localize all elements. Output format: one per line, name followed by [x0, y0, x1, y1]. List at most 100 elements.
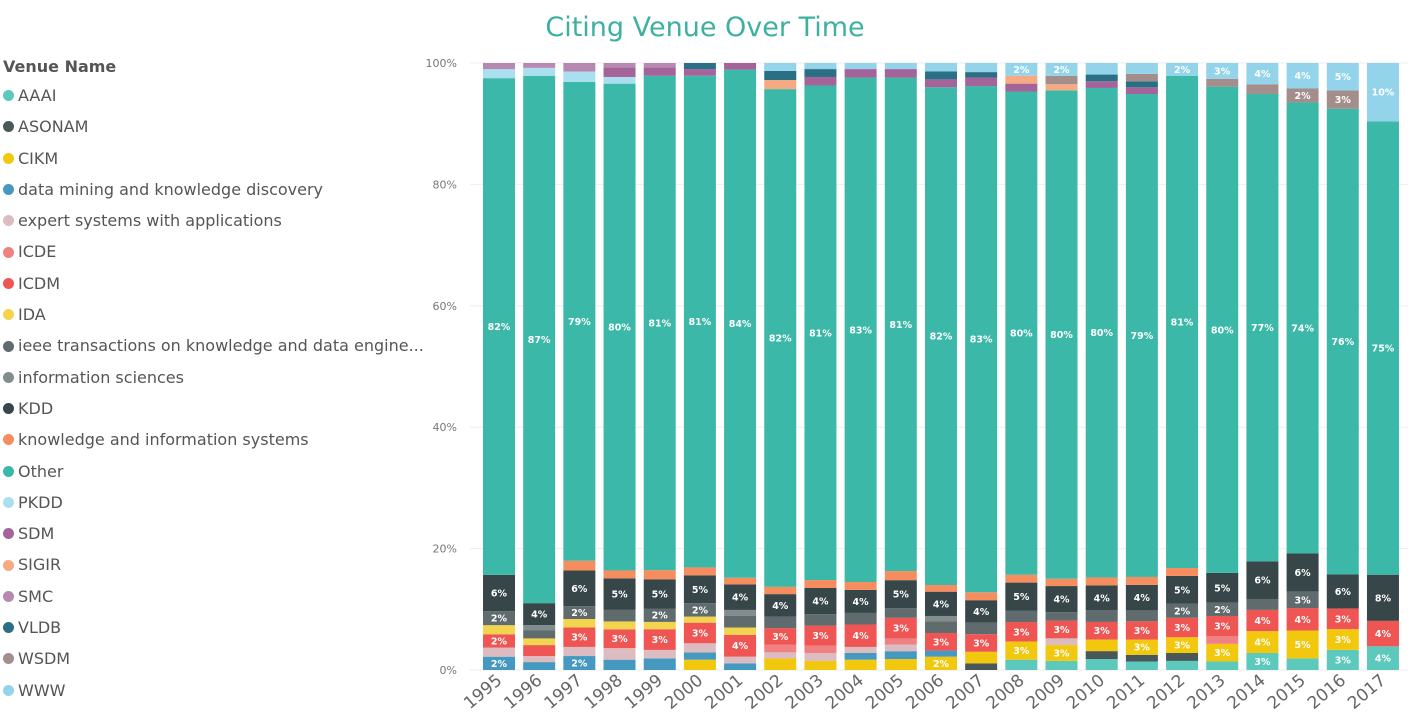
- bar-segment[interactable]: [884, 651, 917, 660]
- bar-segment[interactable]: [924, 621, 957, 633]
- bar-segment[interactable]: [1125, 94, 1158, 577]
- bar-segment[interactable]: [1246, 561, 1279, 599]
- bar-segment[interactable]: [643, 67, 676, 76]
- bar-segment[interactable]: [1125, 584, 1158, 611]
- bar-segment[interactable]: [523, 67, 556, 76]
- bar-segment[interactable]: [523, 638, 556, 646]
- bar-segment[interactable]: [1085, 74, 1118, 82]
- bar-segment[interactable]: [1166, 575, 1199, 604]
- bar-segment[interactable]: [1045, 612, 1078, 621]
- bar-segment[interactable]: [844, 612, 877, 625]
- bar-segment[interactable]: [1085, 577, 1118, 586]
- bar-segment[interactable]: [523, 75, 556, 604]
- bar-segment[interactable]: [603, 648, 636, 660]
- bar-segment[interactable]: [764, 652, 797, 659]
- bar-stack-2015[interactable]: [1286, 63, 1319, 670]
- bar-stack-1995[interactable]: [483, 63, 515, 670]
- legend-item[interactable]: WSDM: [3, 643, 423, 674]
- bar-segment[interactable]: [563, 656, 596, 670]
- bar-segment[interactable]: [523, 645, 556, 657]
- bar-segment[interactable]: [884, 77, 917, 572]
- bar-segment[interactable]: [1085, 81, 1118, 88]
- bar-segment[interactable]: [884, 638, 917, 645]
- bar-segment[interactable]: [1045, 586, 1078, 613]
- bar-segment[interactable]: [804, 587, 837, 615]
- bar-segment[interactable]: [603, 63, 636, 68]
- bar-segment[interactable]: [483, 574, 515, 612]
- bar-segment[interactable]: [683, 75, 716, 568]
- bar-segment[interactable]: [483, 63, 515, 70]
- bar-segment[interactable]: [924, 591, 957, 616]
- bar-segment[interactable]: [764, 89, 797, 587]
- bar-segment[interactable]: [683, 63, 716, 70]
- legend-item[interactable]: AAAI: [3, 80, 423, 111]
- bar-segment[interactable]: [1045, 75, 1078, 85]
- bar-segment[interactable]: [804, 652, 837, 661]
- bar-segment[interactable]: [1085, 621, 1118, 640]
- bar-segment[interactable]: [563, 646, 596, 657]
- bar-segment[interactable]: [563, 627, 596, 647]
- bar-segment[interactable]: [563, 560, 596, 571]
- bar-segment[interactable]: [844, 624, 877, 647]
- bar-segment[interactable]: [603, 570, 636, 579]
- bar-segment[interactable]: [1366, 121, 1399, 575]
- bar-stack-2007[interactable]: [965, 63, 998, 670]
- bar-segment[interactable]: [1045, 578, 1078, 587]
- bar-stack-2011[interactable]: [1125, 63, 1158, 670]
- bar-segment[interactable]: [1085, 87, 1118, 578]
- bar-stack-2017[interactable]: [1366, 63, 1399, 670]
- bar-segment[interactable]: [1166, 617, 1199, 638]
- bar-segment[interactable]: [1125, 621, 1158, 640]
- bar-segment[interactable]: [1206, 572, 1239, 603]
- bar-segment[interactable]: [603, 83, 636, 571]
- bar-segment[interactable]: [965, 663, 998, 670]
- bar-segment[interactable]: [1166, 653, 1199, 661]
- bar-segment[interactable]: [844, 69, 877, 78]
- bar-segment[interactable]: [1125, 73, 1158, 82]
- bar-segment[interactable]: [523, 625, 556, 631]
- legend-item[interactable]: WWW: [3, 675, 423, 706]
- bar-segment[interactable]: [1366, 646, 1399, 670]
- bar-stack-2012[interactable]: [1166, 63, 1199, 670]
- legend-item[interactable]: SDM: [3, 518, 423, 549]
- bar-segment[interactable]: [1326, 629, 1359, 650]
- bar-segment[interactable]: [965, 592, 998, 601]
- bar-segment[interactable]: [683, 616, 716, 623]
- bar-segment[interactable]: [764, 628, 797, 645]
- bar-segment[interactable]: [603, 76, 636, 84]
- bar-stack-1999[interactable]: [643, 63, 676, 670]
- bar-segment[interactable]: [1125, 610, 1158, 622]
- bar-segment[interactable]: [1246, 598, 1279, 610]
- legend-item[interactable]: Other: [3, 456, 423, 487]
- bar-segment[interactable]: [563, 619, 596, 628]
- bar-stack-2000[interactable]: [683, 63, 716, 670]
- bar-segment[interactable]: [724, 634, 757, 657]
- bar-segment[interactable]: [724, 69, 757, 578]
- legend-item[interactable]: SMC: [3, 581, 423, 612]
- bar-segment[interactable]: [965, 600, 998, 623]
- bar-segment[interactable]: [1286, 553, 1319, 592]
- legend-item[interactable]: expert systems with applications: [3, 205, 423, 236]
- bar-stack-2002[interactable]: [764, 63, 797, 670]
- bar-segment[interactable]: [1366, 63, 1399, 122]
- bar-segment[interactable]: [924, 79, 957, 88]
- bar-segment[interactable]: [804, 614, 837, 626]
- bar-segment[interactable]: [1045, 660, 1078, 670]
- bar-segment[interactable]: [764, 594, 797, 617]
- bar-segment[interactable]: [1326, 649, 1359, 670]
- bar-segment[interactable]: [1085, 639, 1118, 652]
- legend-item[interactable]: KDD: [3, 393, 423, 424]
- bar-segment[interactable]: [965, 63, 998, 73]
- bar-segment[interactable]: [483, 69, 515, 79]
- bar-segment[interactable]: [523, 63, 556, 68]
- bar-segment[interactable]: [884, 617, 917, 639]
- bar-segment[interactable]: [1286, 591, 1319, 609]
- bar-segment[interactable]: [884, 659, 917, 670]
- bar-segment[interactable]: [764, 70, 797, 80]
- legend-item[interactable]: VLDB: [3, 612, 423, 643]
- bar-segment[interactable]: [1366, 574, 1399, 621]
- bar-segment[interactable]: [804, 63, 837, 70]
- bar-segment[interactable]: [643, 608, 676, 622]
- bar-segment[interactable]: [884, 63, 917, 70]
- bar-segment[interactable]: [1005, 75, 1038, 84]
